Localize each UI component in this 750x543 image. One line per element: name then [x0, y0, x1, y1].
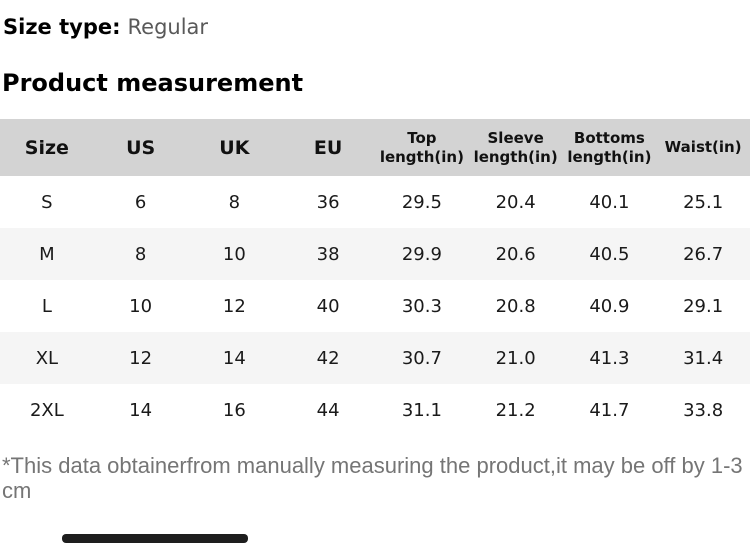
value-cell: 14 [222, 347, 246, 369]
column-header: Waist(in) [656, 119, 750, 176]
value-cell: 33.8 [683, 399, 724, 421]
value-cell: 41.3 [589, 347, 630, 369]
table-header: Size US UK EU Top length(in) Sleeve length(in… [0, 119, 750, 176]
value-cell: 42 [316, 347, 340, 369]
value-cell: 26.7 [683, 243, 724, 265]
value-cell: 40.5 [589, 243, 630, 265]
column-header: Size [0, 119, 94, 176]
value-cell: 14 [129, 399, 153, 421]
value-cell: 6 [134, 191, 147, 213]
value-cell: 25.1 [683, 191, 724, 213]
value-cell: 20.8 [495, 295, 536, 317]
column-header: Sleeve length(in) [468, 119, 563, 176]
table-row: L 10 12 40 30.3 20.8 40.9 29.1 [0, 280, 750, 332]
table-row: XL 12 14 42 30.7 21.0 41.3 31.4 [0, 332, 750, 384]
value-cell: 12 [129, 347, 153, 369]
measurement-disclaimer: *This data obtainerfrom manually measuri… [2, 453, 743, 503]
size-cell: S [41, 191, 53, 213]
column-header: EU [281, 119, 375, 176]
value-cell: 16 [222, 399, 246, 421]
value-cell: 41.7 [589, 399, 630, 421]
value-cell: 40.1 [589, 191, 630, 213]
column-header: Bottoms length(in) [562, 119, 657, 176]
size-cell: L [41, 295, 52, 317]
product-measurement-title: Product measurement [2, 69, 304, 97]
column-header: UK [187, 119, 282, 176]
value-cell: 20.4 [495, 191, 536, 213]
value-cell: 10 [129, 295, 153, 317]
value-cell: 21.2 [495, 399, 536, 421]
size-type-label: Size type: [3, 15, 121, 39]
size-type-value: Regular [127, 15, 209, 39]
column-header: Top length(in) [375, 119, 469, 176]
value-cell: 29.9 [401, 243, 442, 265]
size-cell: XL [35, 347, 59, 369]
value-cell: 10 [222, 243, 246, 265]
table-row: M 8 10 38 29.9 20.6 40.5 26.7 [0, 228, 750, 280]
value-cell: 21.0 [495, 347, 536, 369]
size-chart-table: Size US UK EU Top length(in) Sleeve length(in… [0, 119, 750, 436]
table-row: 2XL 14 16 44 31.1 21.2 41.7 33.8 [0, 384, 750, 436]
value-cell: 31.1 [401, 399, 442, 421]
value-cell: 36 [316, 191, 340, 213]
table-row: S 6 8 36 29.5 20.4 40.1 25.1 [0, 176, 750, 228]
table-body: S 6 8 36 29.5 20.4 40.1 25.1 M 8 10 38 29.9 20.6 40.5 2… [0, 176, 750, 436]
value-cell: 29.5 [401, 191, 442, 213]
value-cell: 12 [222, 295, 246, 317]
value-cell: 38 [316, 243, 340, 265]
size-cell: 2XL [29, 399, 64, 421]
value-cell: 31.4 [683, 347, 724, 369]
size-cell: M [39, 243, 55, 265]
value-cell: 44 [316, 399, 340, 421]
value-cell: 29.1 [683, 295, 724, 317]
column-header: US [93, 119, 188, 176]
cutoff-element-bar [62, 534, 248, 543]
value-cell: 30.3 [401, 295, 442, 317]
table-header-row: Size US UK EU Top length(in) Sleeve length(in… [0, 119, 750, 176]
value-cell: 40 [316, 295, 340, 317]
value-cell: 8 [228, 191, 241, 213]
value-cell: 20.6 [495, 243, 536, 265]
value-cell: 30.7 [401, 347, 442, 369]
value-cell: 40.9 [589, 295, 630, 317]
size-type-row: Size type: Regular [3, 13, 750, 41]
value-cell: 8 [134, 243, 147, 265]
